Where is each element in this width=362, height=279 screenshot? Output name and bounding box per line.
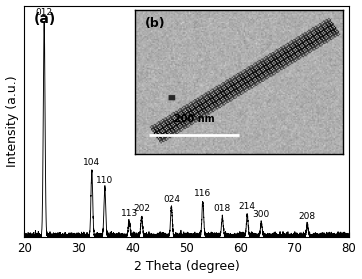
Text: 208: 208 [299,212,316,221]
Y-axis label: Intensity (a.u.): Intensity (a.u.) [5,76,18,167]
Text: 113: 113 [121,209,138,218]
Text: 104: 104 [83,158,100,167]
Text: 116: 116 [194,189,211,198]
Text: 214: 214 [239,202,256,211]
Text: 300: 300 [253,210,270,219]
Text: 018: 018 [214,205,231,213]
Text: (a): (a) [34,13,56,27]
Text: 024: 024 [163,195,180,204]
X-axis label: 2 Theta (degree): 2 Theta (degree) [134,260,240,273]
Text: 202: 202 [133,205,150,213]
Text: 110: 110 [96,175,113,184]
Text: 012: 012 [35,8,53,17]
